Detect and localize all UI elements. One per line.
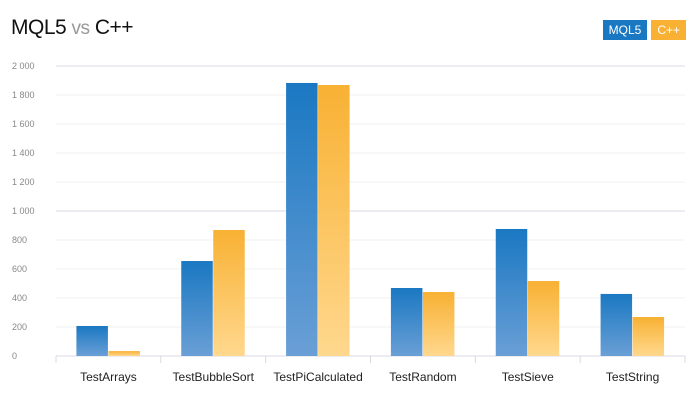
bar-cpp-TestString <box>632 316 665 356</box>
legend-mql5[interactable]: MQL5 <box>602 20 648 40</box>
y-tick-label: 1 400 <box>12 148 35 158</box>
y-tick-label: 1 600 <box>12 119 35 129</box>
y-tick-label: 1 800 <box>12 90 35 100</box>
bar-cpp-TestPiCalculated <box>318 84 350 357</box>
bar-cpp-TestBubbleSort <box>213 229 245 356</box>
x-category-label: TestArrays <box>80 370 137 384</box>
bar-cpp-TestSieve <box>527 281 560 356</box>
y-tick-label: 800 <box>12 235 27 245</box>
y-tick-label: 1 200 <box>12 177 35 187</box>
y-tick-label: 2 000 <box>12 61 35 71</box>
x-category-label: TestString <box>606 370 659 384</box>
title-cpp: C++ <box>94 16 134 39</box>
bar-mql5-TestArrays <box>76 325 108 356</box>
bar-cpp-TestArrays <box>108 351 140 356</box>
legend-cpp[interactable]: C++ <box>651 20 686 40</box>
bar-mql5-TestPiCalculated <box>286 82 318 356</box>
legend: MQL5 C++ <box>602 20 686 40</box>
y-tick-label: 0 <box>12 351 17 361</box>
y-tick-label: 200 <box>12 322 27 332</box>
title-vs: vs <box>71 18 91 39</box>
bar-mql5-TestBubbleSort <box>181 261 213 356</box>
x-category-label: TestRandom <box>389 370 456 384</box>
bar-mql5-TestSieve <box>495 228 528 356</box>
bar-mql5-TestRandom <box>390 287 423 356</box>
bar-mql5-TestString <box>600 293 633 356</box>
y-tick-label: 1 000 <box>12 206 35 216</box>
chart-title: MQL5 vs C++ <box>11 16 134 40</box>
bar-cpp-TestRandom <box>422 292 455 356</box>
y-tick-label: 600 <box>12 264 27 274</box>
x-category-label: TestBubbleSort <box>173 370 255 384</box>
x-category-label: TestPiCalculated <box>273 370 362 384</box>
y-tick-label: 400 <box>12 293 27 303</box>
title-mql5: MQL5 <box>11 16 67 39</box>
x-category-label: TestSieve <box>502 370 554 384</box>
